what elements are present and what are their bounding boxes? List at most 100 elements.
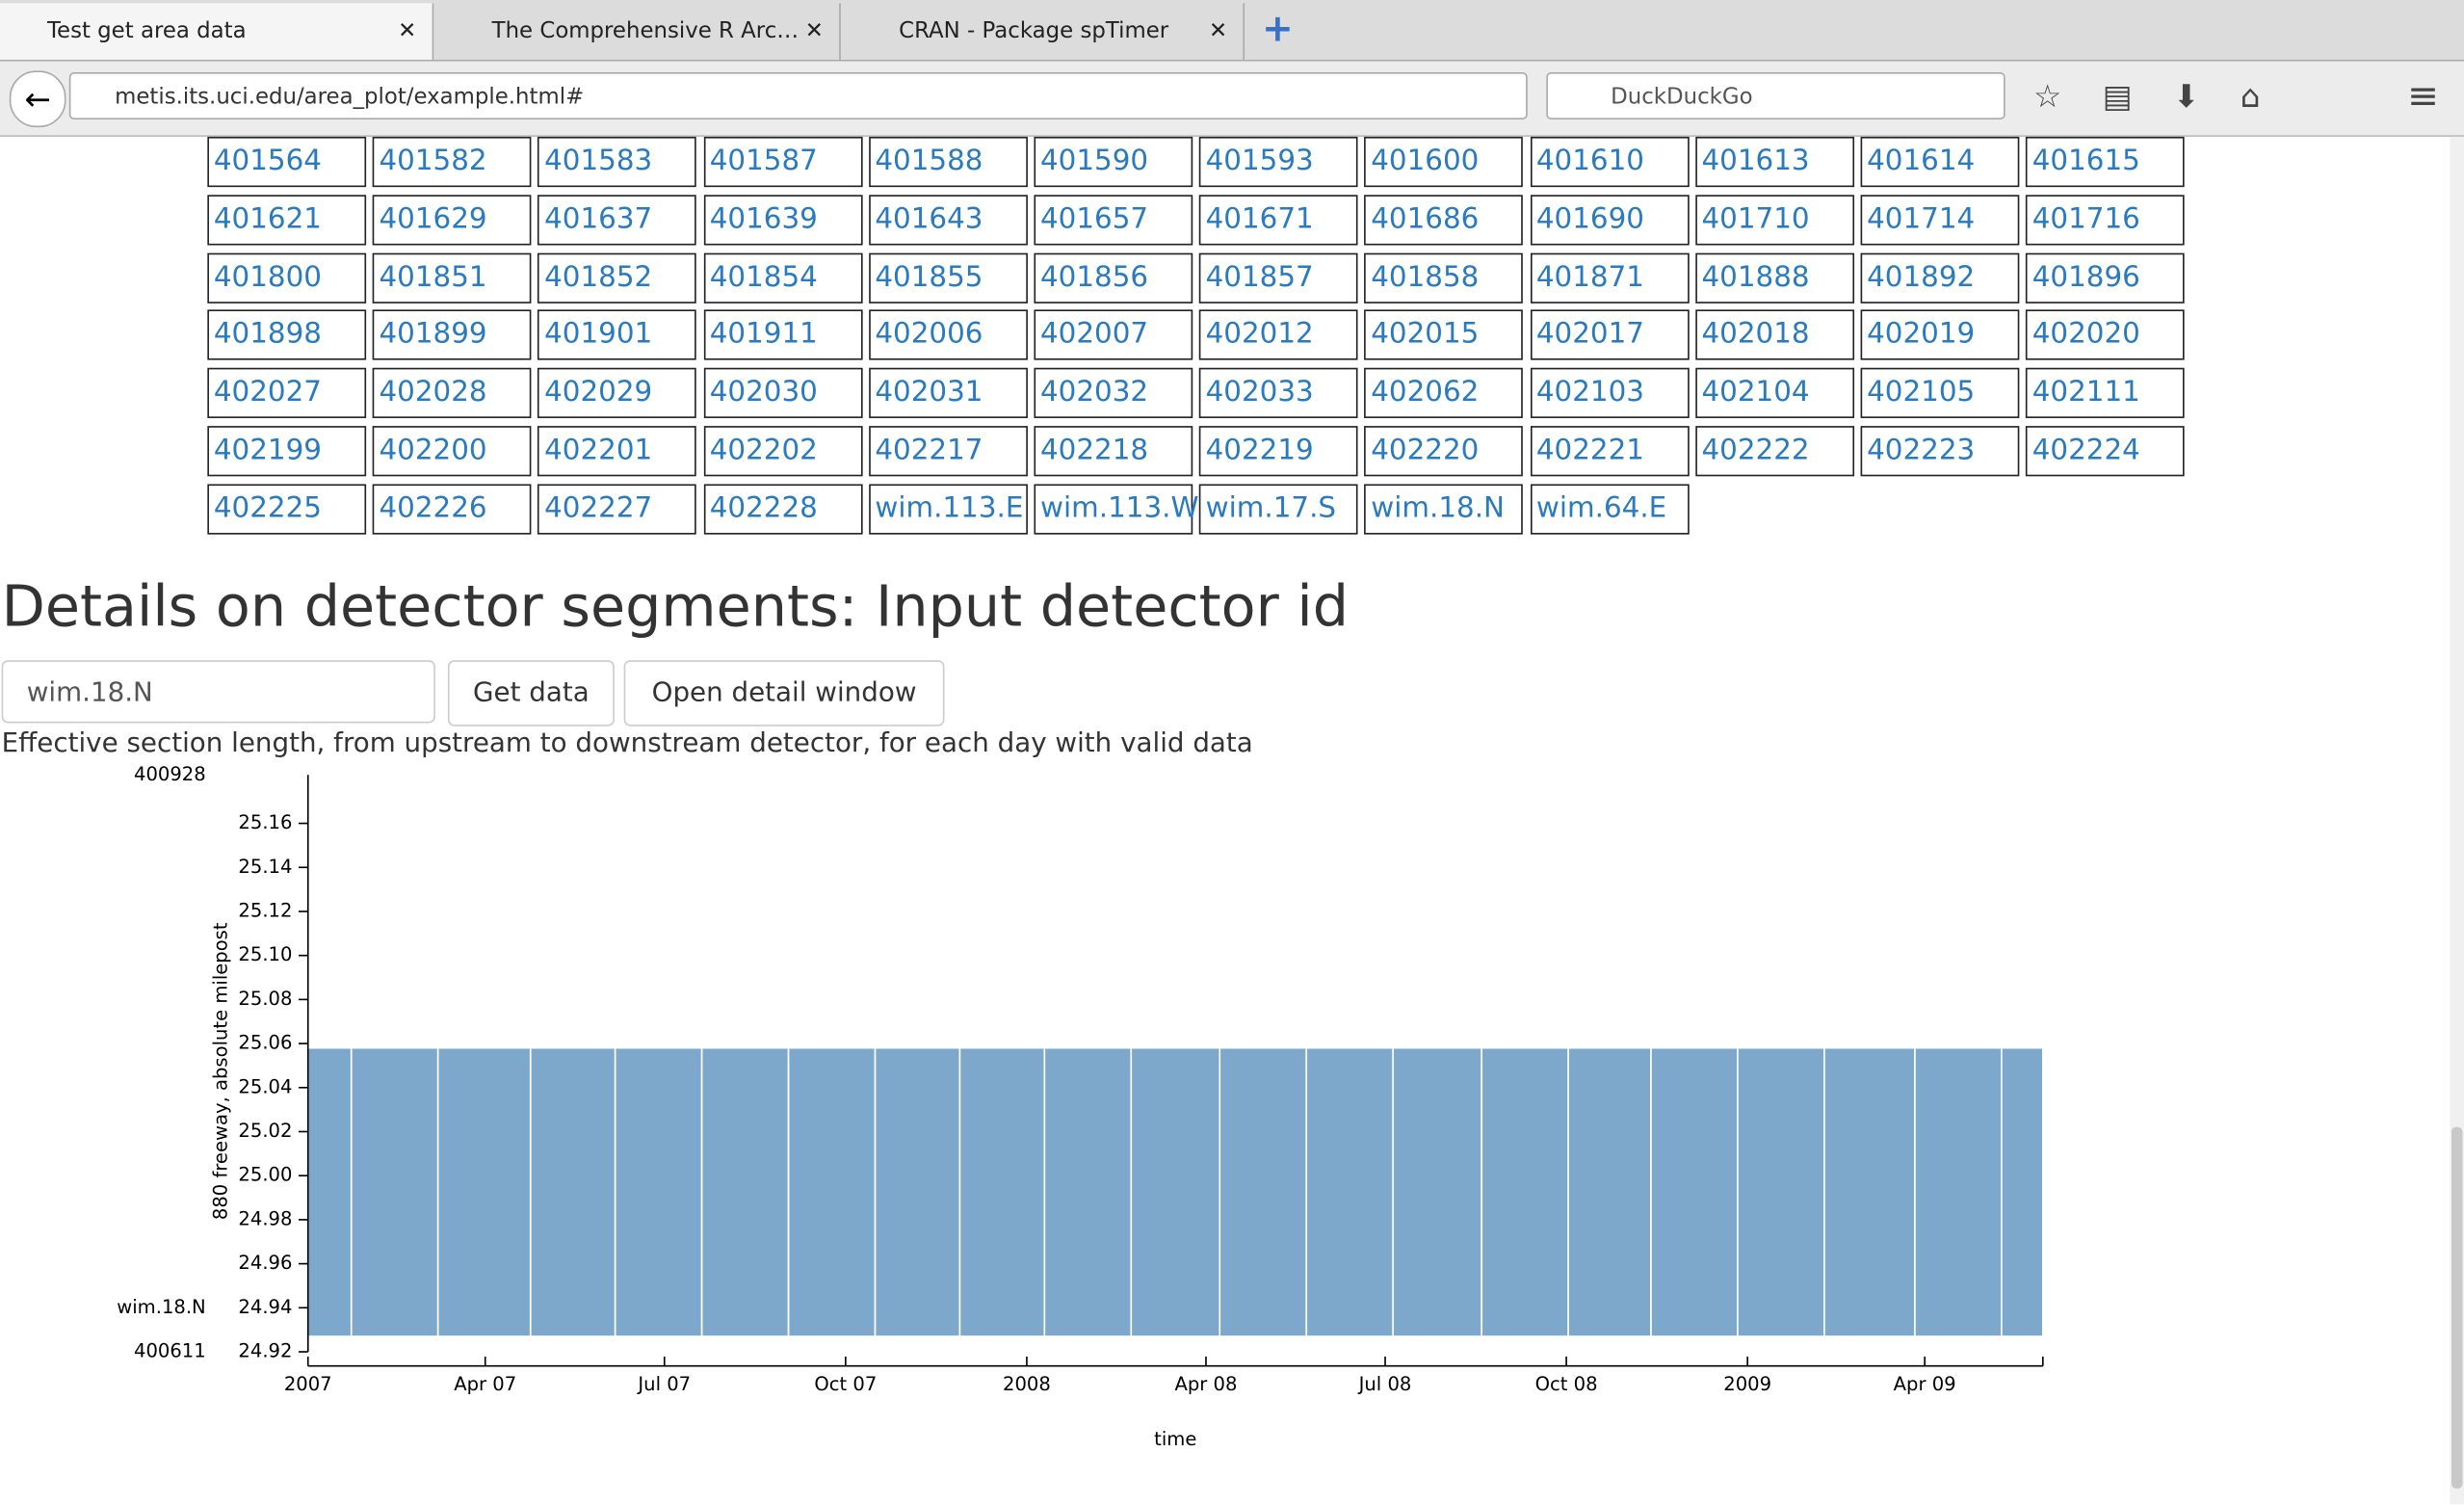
detector-link[interactable]: 401686 [1364,194,1524,246]
tab[interactable]: Test get area data ✕ [0,3,434,60]
tab[interactable]: The Comprehensive R Arc… ✕ [435,3,841,60]
detector-link[interactable]: 402017 [1530,310,1690,361]
input-value: wim.18.N [26,677,153,709]
back-button[interactable]: ← [9,70,66,128]
detector-link[interactable]: 402007 [1034,310,1193,361]
detector-link[interactable]: 401593 [1199,136,1358,188]
detector-link[interactable]: 402224 [2026,426,2185,477]
detector-link[interactable]: 402228 [703,484,862,535]
detector-link[interactable]: 401888 [1694,251,1854,304]
detector-link[interactable]: 401857 [1199,251,1358,304]
detector-link[interactable]: 401643 [868,194,1028,246]
detector-link[interactable]: 401629 [372,194,532,246]
detector-link[interactable]: 401610 [1530,136,1690,188]
detector-link[interactable]: 401852 [537,251,697,304]
detector-link[interactable]: 402219 [1199,426,1358,477]
detector-link[interactable]: wim.113.E [868,484,1028,535]
detector-link[interactable]: 402223 [1860,426,2020,477]
detector-link[interactable]: 401600 [1364,136,1524,188]
detector-link[interactable]: 402105 [1860,368,2020,419]
detector-link[interactable]: 401657 [1034,194,1193,246]
segment [1650,1046,1739,1337]
detector-link[interactable]: 401590 [1034,136,1193,188]
new-tab[interactable]: + [1262,6,1294,51]
detector-link[interactable]: 402199 [207,426,367,477]
detector-link[interactable]: 401716 [2026,194,2185,246]
detector-link[interactable]: 401854 [703,251,862,304]
detector-link[interactable]: 401800 [207,251,367,304]
tab[interactable]: CRAN - Package spTimer ✕ [842,3,1245,60]
detector-link[interactable]: 401856 [1034,251,1193,304]
url-bar[interactable]: metis.its.uci.edu/area_plot/example.html… [68,72,1528,119]
detector-link[interactable]: 401892 [1860,251,2020,304]
detector-link[interactable]: wim.113.W [1034,484,1199,535]
detector-link[interactable]: 401858 [1364,251,1524,304]
detector-link[interactable]: 402019 [1860,310,2020,361]
detector-link[interactable]: 402202 [703,426,862,477]
detector-link[interactable]: 402222 [1694,426,1854,477]
detector-link[interactable]: 402032 [1034,368,1193,419]
detector-link[interactable]: 401621 [207,194,367,246]
detector-link[interactable]: 401587 [703,136,862,188]
detector-link[interactable]: 402028 [372,368,532,419]
detector-link[interactable]: 402027 [207,368,367,419]
detector-link[interactable]: 402227 [537,484,697,535]
detector-link[interactable]: 401583 [537,136,697,188]
detector-link[interactable]: 401637 [537,194,697,246]
detector-link[interactable]: 401896 [2026,251,2185,304]
detector-link[interactable]: 401639 [703,194,862,246]
detector-link[interactable]: 402104 [1694,368,1854,419]
detector-link[interactable]: 402226 [372,484,532,535]
detector-link[interactable]: wim.64.E [1530,484,1690,535]
detector-link[interactable]: 402218 [1034,426,1193,477]
menu-button[interactable]: ≡ [2407,73,2440,119]
detail-window-button[interactable]: Open detail window [623,660,945,726]
detector-link[interactable]: 402033 [1199,368,1358,419]
detector-link[interactable]: 402012 [1199,310,1358,361]
detector-link[interactable]: 402220 [1364,426,1524,477]
detector-link[interactable]: 401898 [207,310,367,361]
detector-link[interactable]: wim.17.S [1199,484,1358,535]
detector-link[interactable]: 402062 [1364,368,1524,419]
get-data-button[interactable]: Get data [447,660,615,726]
detector-link[interactable]: 402200 [372,426,532,477]
detector-link[interactable]: 402225 [207,484,367,535]
search-bar[interactable]: DuckDuckGo [1546,72,2005,119]
detector-link[interactable]: 401582 [372,136,532,188]
detector-link[interactable]: 401615 [2026,136,2185,188]
detector-link[interactable]: 401614 [1860,136,2020,188]
detector-link[interactable]: 401901 [537,310,697,361]
detector-link[interactable]: 402103 [1530,368,1690,419]
detector-link[interactable]: 402020 [2026,310,2185,361]
detector-link[interactable]: 402018 [1694,310,1854,361]
detector-link[interactable]: 402217 [868,426,1028,477]
button-label: Get data [473,677,590,709]
search-engine: DuckDuckGo [1611,85,1753,111]
detector-link[interactable]: 401851 [372,251,532,304]
detector-link[interactable]: 402006 [868,310,1028,361]
detector-link[interactable]: 402031 [868,368,1028,419]
detector-link[interactable]: 401899 [372,310,532,361]
detector-input[interactable]: wim.18.N [1,660,435,724]
detector-link[interactable]: 401871 [1530,251,1690,304]
detector-link[interactable]: 402221 [1530,426,1690,477]
segment [1737,1046,1825,1337]
detector-link[interactable]: 401710 [1694,194,1854,246]
detector-link[interactable]: 401855 [868,251,1028,304]
nav-bar: ← metis.its.uci.edu/area_plot/example.ht… [0,61,2464,137]
detector-link[interactable]: 401588 [868,136,1028,188]
detector-link[interactable]: 401690 [1530,194,1690,246]
segment [436,1046,532,1337]
detector-link[interactable]: 401613 [1694,136,1854,188]
detector-link[interactable]: 402015 [1364,310,1524,361]
detector-link[interactable]: 401714 [1860,194,2020,246]
detector-link[interactable]: 402201 [537,426,697,477]
detector-link[interactable]: 401671 [1199,194,1358,246]
detector-link[interactable]: 401911 [703,310,862,361]
detector-link[interactable]: 402030 [703,368,862,419]
detector-link[interactable]: 401564 [207,136,367,188]
detector-link[interactable]: 402111 [2026,368,2185,419]
detector-link[interactable]: wim.18.N [1364,484,1524,535]
detector-link[interactable]: 402029 [537,368,697,419]
